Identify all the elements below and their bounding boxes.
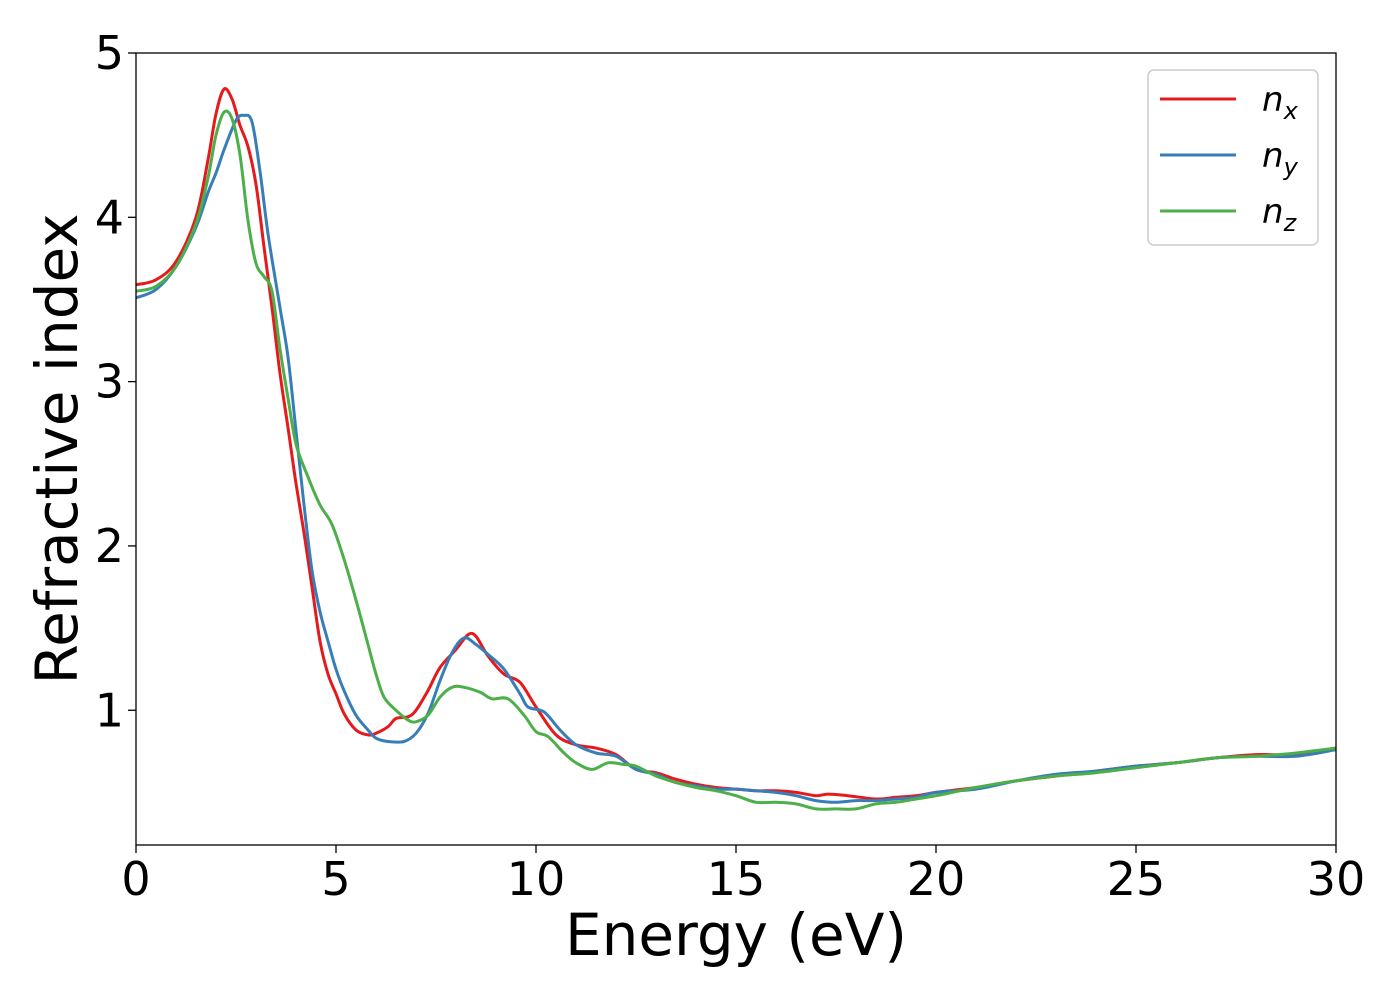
series-line-ny — [135, 113, 1337, 804]
series-line-nz — [135, 109, 1337, 811]
series-lines — [135, 87, 1337, 811]
x-tick-label: 30 — [1307, 852, 1366, 906]
y-tick-label: 2 — [95, 519, 124, 573]
y-tick-label: 1 — [95, 683, 124, 737]
legend-box — [1147, 69, 1319, 246]
y-tick-label: 3 — [95, 355, 124, 409]
y-tick-label: 5 — [95, 26, 124, 80]
x-tick-label: 20 — [907, 852, 966, 906]
x-tick-label: 10 — [507, 852, 566, 906]
x-axis-label: Energy (eV) — [565, 901, 907, 969]
legend-label-nz: nz — [1262, 192, 1298, 237]
legend-label-nx: nx — [1262, 80, 1299, 125]
plot-background — [136, 53, 1336, 845]
legend-items: nx ny nz — [1160, 80, 1299, 237]
x-tick-label: 0 — [121, 852, 150, 906]
legend: nx ny nz — [1147, 69, 1319, 246]
axis-ticks: 0 5 10 15 20 25 30 1 2 3 4 5 — [95, 26, 1366, 906]
legend-label-ny: ny — [1262, 136, 1299, 181]
x-tick-label: 25 — [1107, 852, 1166, 906]
y-tick-label: 4 — [95, 190, 124, 244]
x-tick-label: 15 — [707, 852, 766, 906]
x-tick-label: 5 — [321, 852, 350, 906]
series-line-nx — [135, 87, 1337, 801]
y-axis-label: Refractive index — [23, 213, 91, 684]
